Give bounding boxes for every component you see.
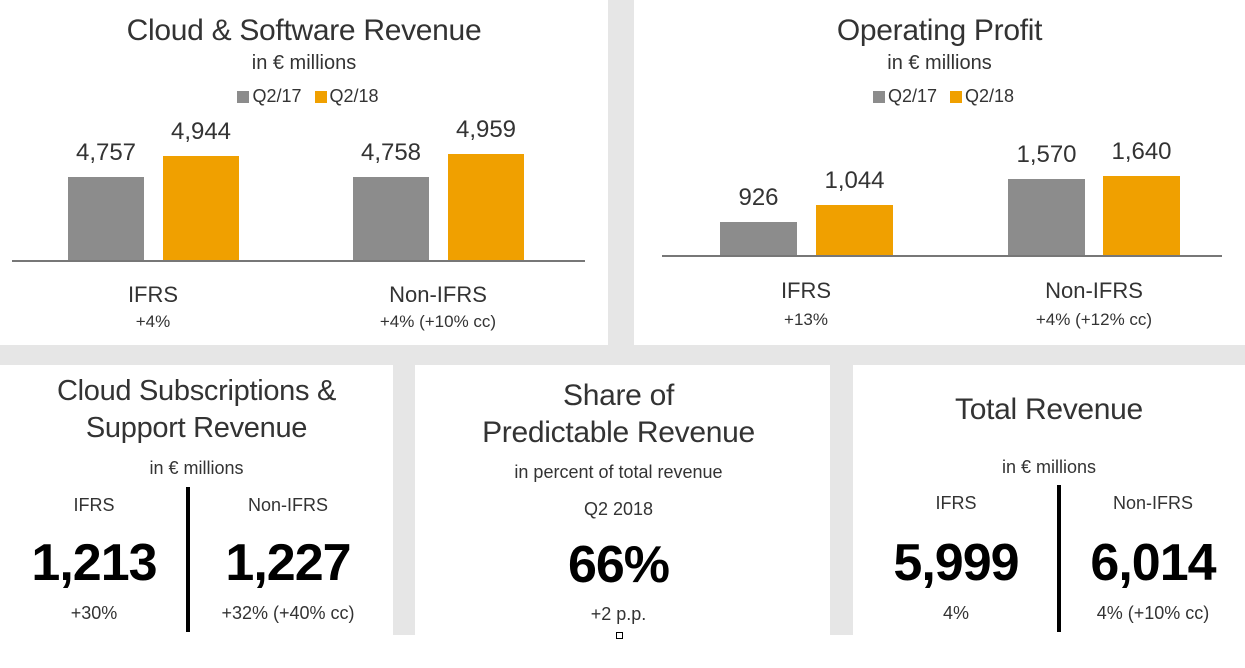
value-label: 4,757 (75, 139, 137, 166)
kpi-value: 1,213 (31, 534, 157, 592)
legend-label: Q2/18 (329, 86, 379, 106)
kpi-change: +30% (70, 603, 118, 623)
legend-label: Q2/18 (965, 86, 1015, 106)
column-label: IFRS (73, 495, 115, 515)
panel-title: Share of (562, 379, 674, 412)
panel-title: Total Revenue (955, 393, 1143, 426)
bar-q218 (163, 155, 239, 260)
panel-title: Support Revenue (85, 412, 308, 444)
kpi-value: 1,227 (225, 534, 351, 592)
legend-swatch-q218 (950, 91, 962, 103)
cloud-software-revenue-panel: Cloud & Software Revenue in € millions Q… (0, 0, 608, 345)
column-label: IFRS (935, 493, 977, 513)
kpi-change: +32% (+40% cc) (221, 603, 355, 623)
divider (1057, 485, 1061, 632)
panel-subtitle: in € millions (149, 458, 244, 478)
bar-q218 (816, 205, 893, 255)
kpi-change: 4% (942, 603, 969, 623)
value-label: 1,640 (1111, 137, 1172, 165)
chart-title: Operating Profit (836, 14, 1043, 47)
column-label: Non-IFRS (1112, 493, 1193, 513)
divider (186, 487, 190, 632)
panel-title: Predictable Revenue (482, 416, 755, 449)
period-label: Q2 2018 (583, 499, 654, 519)
x-axis (662, 255, 1222, 257)
legend-label: Q2/17 (887, 86, 937, 106)
bar-q218 (1103, 175, 1180, 255)
category-change: +4% (+10% cc) (379, 312, 497, 331)
category-label: Non-IFRS (1045, 278, 1143, 303)
category-change: +4% (+12% cc) (1035, 310, 1153, 329)
legend-swatch-q217 (872, 91, 885, 103)
operating-profit-panel: Operating Profit in € millions Q2/17 Q2/… (634, 0, 1245, 345)
panel-subtitle: in percent of total revenue (514, 462, 723, 482)
value-label: 4,944 (170, 117, 232, 145)
category-label: IFRS (127, 282, 179, 307)
category-change: +4% (135, 312, 171, 331)
kpi-change: 4% (+10% cc) (1096, 603, 1210, 623)
kpi-change: +2 p.p. (590, 604, 647, 624)
x-axis (12, 260, 585, 262)
legend: Q2/17 Q2/18 (0, 86, 608, 107)
category-label: IFRS (780, 278, 832, 303)
category-change: +13% (784, 310, 828, 329)
predictable-revenue-panel: Share of Predictable Revenue in percent … (415, 365, 830, 635)
bar-q217 (353, 176, 429, 260)
panel-title: Cloud Subscriptions & (56, 375, 336, 407)
total-revenue-panel: Total Revenue in € millions IFRS 5,999 4… (853, 365, 1245, 635)
value-label: 1,570 (1016, 141, 1077, 168)
resize-handle[interactable] (616, 632, 623, 639)
legend-swatch-q217 (237, 91, 250, 103)
cloud-subscriptions-panel: Cloud Subscriptions & Support Revenue in… (0, 365, 393, 635)
value-label: 926 (738, 184, 779, 211)
legend-label: Q2/17 (252, 86, 302, 106)
kpi-value: 6,014 (1090, 534, 1216, 592)
kpi-value: 5,999 (893, 534, 1019, 592)
bar-q217 (1008, 179, 1085, 255)
chart-subtitle: in € millions (887, 52, 992, 74)
panel-subtitle: in € millions (1001, 457, 1097, 477)
kpi-value: 66% (567, 536, 670, 594)
bar-q217 (720, 222, 797, 255)
legend-swatch-q218 (314, 91, 327, 103)
category-label: Non-IFRS (389, 282, 487, 307)
legend: Q2/17 Q2/18 (634, 86, 1245, 107)
bar-q218 (448, 154, 524, 260)
value-label: 1,044 (824, 167, 885, 194)
value-label: 4,758 (360, 138, 422, 166)
column-label: Non-IFRS (247, 495, 328, 515)
chart-subtitle: in € millions (251, 52, 357, 74)
chart-title: Cloud & Software Revenue (126, 14, 482, 47)
value-label: 4,959 (455, 116, 517, 144)
bar-q217 (68, 177, 144, 260)
